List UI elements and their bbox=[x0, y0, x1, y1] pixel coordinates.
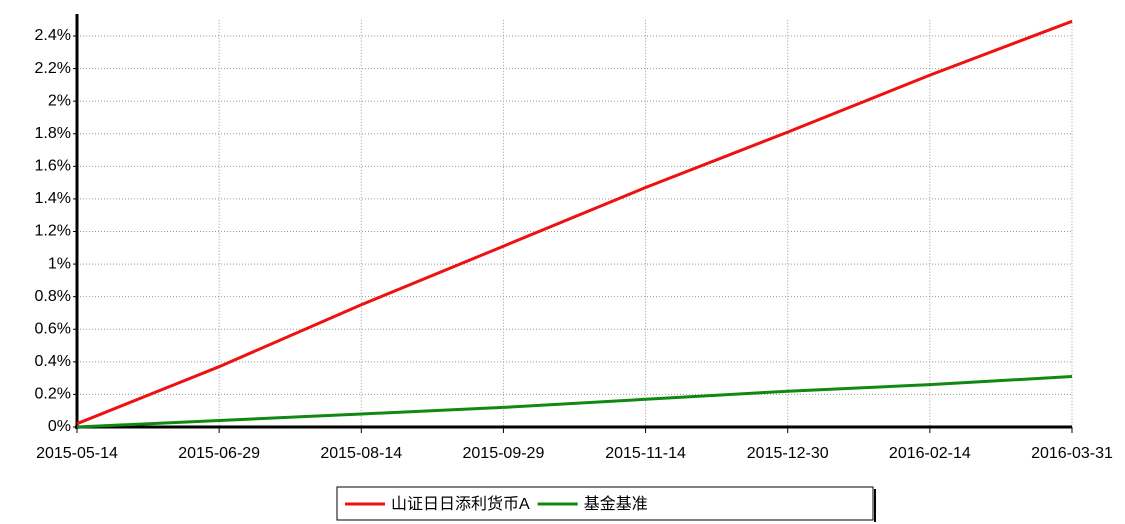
y-tick-label: 0.6% bbox=[35, 320, 71, 337]
y-tick-label: 2.4% bbox=[35, 27, 71, 44]
x-tick-label: 2015-08-14 bbox=[320, 445, 402, 462]
y-tick-label: 1.8% bbox=[35, 125, 71, 142]
x-tick-label: 2015-05-14 bbox=[36, 445, 118, 462]
y-tick-label: 0.8% bbox=[35, 288, 71, 305]
legend-label: 山证日日添利货币A bbox=[391, 495, 530, 513]
y-tick-label: 1.4% bbox=[35, 190, 71, 207]
y-tick-label: 2% bbox=[48, 92, 71, 109]
legend-label: 基金基准 bbox=[584, 495, 648, 513]
y-tick-label: 1.6% bbox=[35, 158, 71, 175]
legend-box bbox=[336, 486, 874, 521]
x-tick-label: 2015-06-29 bbox=[178, 445, 260, 462]
x-tick-label: 2016-03-31 bbox=[1031, 445, 1113, 462]
y-tick-label: 1.2% bbox=[35, 223, 71, 240]
legend: 山证日日添利货币A 基金基准 bbox=[336, 486, 876, 522]
x-tick-label: 2015-11-14 bbox=[605, 445, 686, 462]
x-tick-label: 2015-09-29 bbox=[463, 445, 545, 462]
y-tick-label: 1% bbox=[48, 255, 71, 272]
series-line bbox=[76, 19, 1073, 426]
x-tick-label: 2015-12-30 bbox=[747, 445, 829, 462]
x-tick-label: 2016-02-14 bbox=[889, 445, 971, 462]
y-tick-label: 0% bbox=[48, 418, 71, 435]
y-tick-label: 0.4% bbox=[35, 353, 71, 370]
series-line bbox=[76, 375, 1073, 429]
y-tick-label: 0.2% bbox=[35, 386, 71, 403]
y-tick-label: 2.2% bbox=[35, 60, 71, 77]
